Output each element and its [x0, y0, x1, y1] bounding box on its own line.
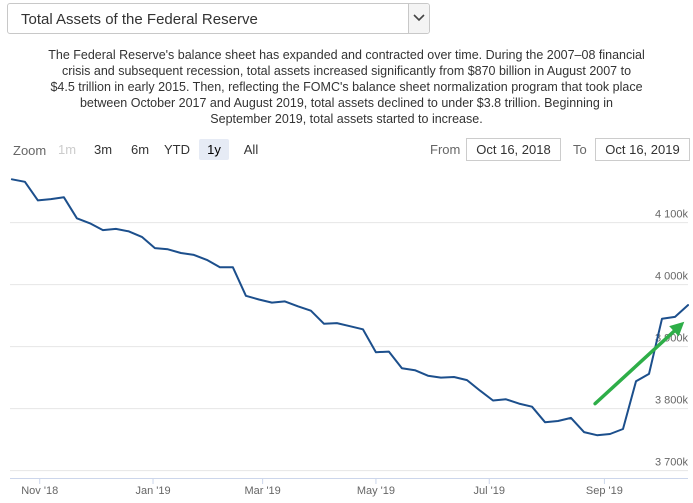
- data-point: [518, 403, 520, 405]
- range-from-input[interactable]: Oct 16, 2018: [466, 138, 561, 161]
- data-point: [284, 300, 286, 302]
- range-to-input[interactable]: Oct 16, 2019: [595, 138, 690, 161]
- zoom-label: Zoom: [13, 143, 47, 158]
- dataset-select-value: Total Assets of the Federal Reserve: [21, 11, 258, 28]
- data-point: [609, 433, 611, 435]
- dataset-select[interactable]: Total Assets of the Federal Reserve: [7, 3, 430, 34]
- data-point: [466, 379, 468, 381]
- data-point: [323, 323, 325, 325]
- data-point: [440, 377, 442, 379]
- zoom-all-button[interactable]: All: [243, 142, 259, 157]
- data-point: [479, 390, 481, 392]
- data-point: [622, 428, 624, 430]
- data-point: [141, 236, 143, 238]
- data-point: [414, 369, 416, 371]
- data-point: [310, 310, 312, 312]
- x-tick-label: May '19: [357, 485, 395, 497]
- chevron-down-icon: [413, 14, 425, 22]
- data-point: [388, 351, 390, 353]
- description-line: September 2019, total assets started to …: [210, 112, 483, 126]
- data-point: [531, 406, 533, 408]
- data-point: [115, 228, 117, 230]
- data-point: [37, 199, 39, 201]
- description-line: $4.5 trillion in early 2015. Then, refle…: [50, 80, 643, 94]
- y-tick-label: 3 800k: [655, 395, 689, 407]
- x-tick-label: Sep '19: [586, 485, 623, 497]
- data-point: [336, 322, 338, 324]
- data-point: [297, 305, 299, 307]
- y-tick-label: 3 700k: [655, 457, 689, 469]
- description-line: between October 2017 and August 2019, to…: [79, 96, 613, 110]
- data-point: [427, 375, 429, 377]
- data-point: [570, 417, 572, 419]
- chart-description: The Federal Reserve's balance sheet has …: [0, 47, 693, 127]
- annotation-arrow-head: [669, 321, 685, 337]
- data-point: [206, 259, 208, 261]
- data-point: [63, 196, 65, 198]
- data-point: [349, 325, 351, 327]
- data-point: [24, 181, 26, 183]
- data-point: [648, 373, 650, 375]
- y-tick-label: 4 100k: [655, 209, 689, 221]
- data-point: [245, 295, 247, 297]
- data-point: [89, 222, 91, 224]
- data-point: [661, 318, 663, 320]
- data-point: [128, 230, 130, 232]
- annotation-arrow-shaft: [593, 329, 676, 406]
- description-line: The Federal Reserve's balance sheet has …: [48, 48, 645, 62]
- zoom-3m-button[interactable]: 3m: [93, 142, 113, 157]
- data-point: [362, 328, 364, 330]
- data-point: [258, 299, 260, 301]
- data-point: [544, 421, 546, 423]
- data-point: [167, 248, 169, 250]
- data-point: [674, 316, 676, 318]
- data-point: [50, 198, 52, 200]
- zoom-ytd-button[interactable]: YTD: [164, 142, 190, 157]
- x-tick-label: Jul '19: [474, 485, 505, 497]
- data-point: [635, 380, 637, 382]
- data-point: [102, 229, 104, 231]
- description-line: crisis and subsequent recession, total a…: [61, 64, 632, 78]
- zoom-6m-button[interactable]: 6m: [130, 142, 150, 157]
- data-point: [687, 304, 689, 306]
- x-tick-label: Nov '18: [21, 485, 58, 497]
- data-point: [505, 398, 507, 400]
- data-point: [154, 247, 156, 249]
- zoom-1m-button[interactable]: 1m: [57, 142, 77, 157]
- data-point: [11, 178, 13, 180]
- data-point: [401, 367, 403, 369]
- data-point: [271, 302, 273, 304]
- zoom-1y-button[interactable]: 1y: [199, 139, 229, 160]
- x-tick-label: Mar '19: [244, 485, 280, 497]
- y-tick-label: 4 000k: [655, 271, 689, 283]
- data-point: [453, 376, 455, 378]
- range-from-label: From: [430, 142, 461, 157]
- data-point: [583, 431, 585, 433]
- range-to-label: To: [573, 142, 587, 157]
- data-point: [193, 254, 195, 256]
- data-point: [596, 434, 598, 436]
- data-point: [232, 266, 234, 268]
- data-point: [375, 351, 377, 353]
- total-assets-series-line: [10, 178, 689, 437]
- x-tick-label: Jan '19: [135, 485, 170, 497]
- data-point: [219, 266, 221, 268]
- data-point: [76, 217, 78, 219]
- data-point: [180, 252, 182, 254]
- data-point: [557, 420, 559, 422]
- data-point: [492, 400, 494, 402]
- dataset-select-toggle[interactable]: [408, 4, 429, 33]
